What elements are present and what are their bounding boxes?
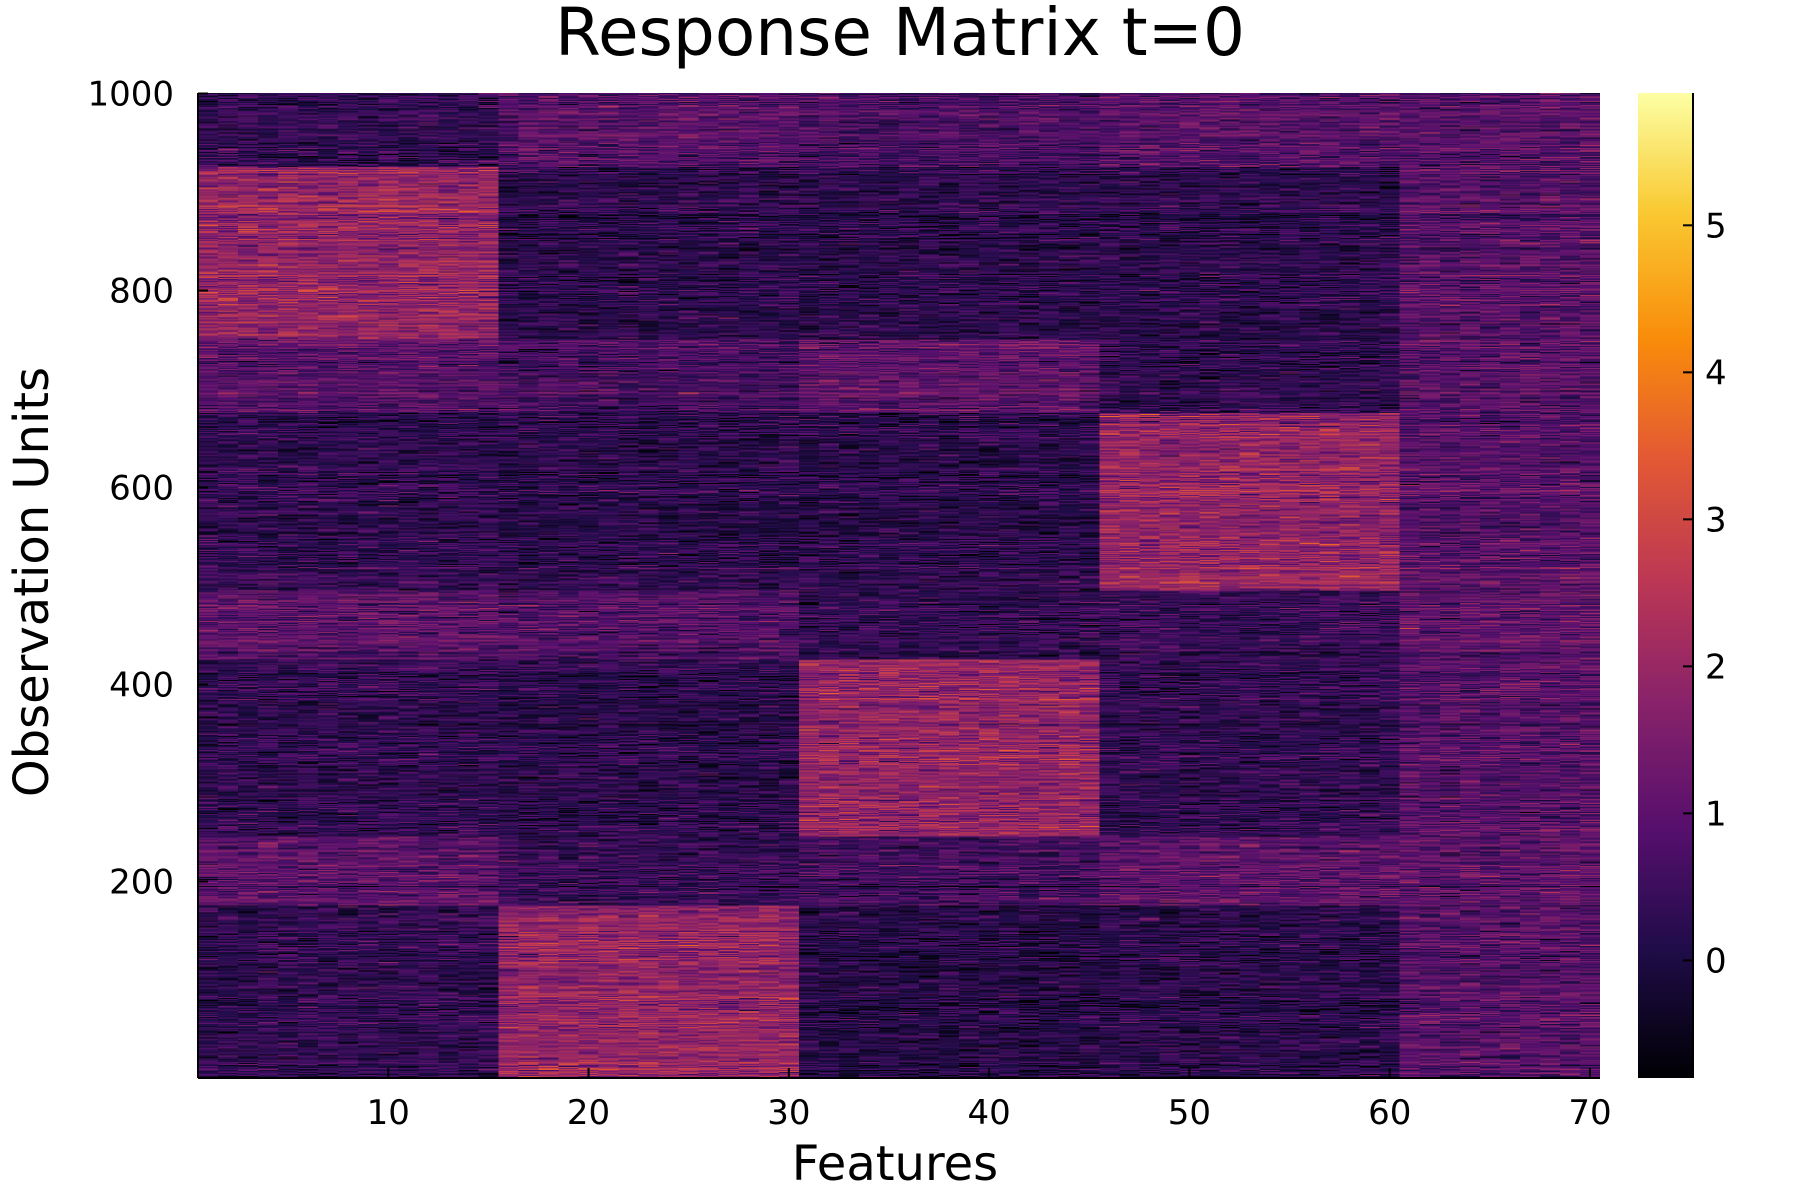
heatmap-plot-area bbox=[198, 93, 1600, 1078]
x-axis-label: Features bbox=[792, 1136, 998, 1192]
colorbar-tick-label: 0 bbox=[1705, 941, 1727, 981]
x-tick-label: 40 bbox=[967, 1093, 1010, 1133]
colorbar-tick-label: 1 bbox=[1705, 794, 1727, 834]
y-axis-label: Observation Units bbox=[4, 367, 60, 797]
y-axis-ticks: 200 400 600 800 1000 bbox=[87, 74, 208, 902]
colorbar: 0 1 2 3 4 5 bbox=[1638, 93, 1727, 1078]
heatmap-cells bbox=[198, 93, 1600, 1078]
axis-frame bbox=[197, 93, 1600, 1079]
y-tick-label: 600 bbox=[109, 468, 174, 508]
x-tick-label: 50 bbox=[1168, 1093, 1211, 1133]
x-tick-label: 60 bbox=[1368, 1093, 1411, 1133]
chart-title: Response Matrix t=0 bbox=[555, 0, 1245, 71]
y-tick-label: 400 bbox=[109, 665, 174, 705]
x-tick-label: 30 bbox=[767, 1093, 810, 1133]
colorbar-tick-label: 3 bbox=[1705, 500, 1727, 540]
colorbar-tick-label: 5 bbox=[1705, 206, 1727, 246]
x-tick-label: 10 bbox=[367, 1093, 410, 1133]
x-tick-label: 70 bbox=[1568, 1093, 1611, 1133]
colorbar-ticks: 0 1 2 3 4 5 bbox=[1683, 93, 1727, 1078]
x-tick-label: 20 bbox=[567, 1093, 610, 1133]
y-tick-label: 800 bbox=[109, 271, 174, 311]
colorbar-tick-label: 2 bbox=[1705, 647, 1727, 687]
y-tick-label: 200 bbox=[109, 862, 174, 902]
x-axis-ticks: 10 20 30 40 50 60 70 bbox=[367, 1068, 1612, 1133]
colorbar-gradient bbox=[1638, 93, 1693, 1078]
y-tick-label: 1000 bbox=[87, 74, 174, 114]
colorbar-tick-label: 4 bbox=[1705, 353, 1727, 393]
